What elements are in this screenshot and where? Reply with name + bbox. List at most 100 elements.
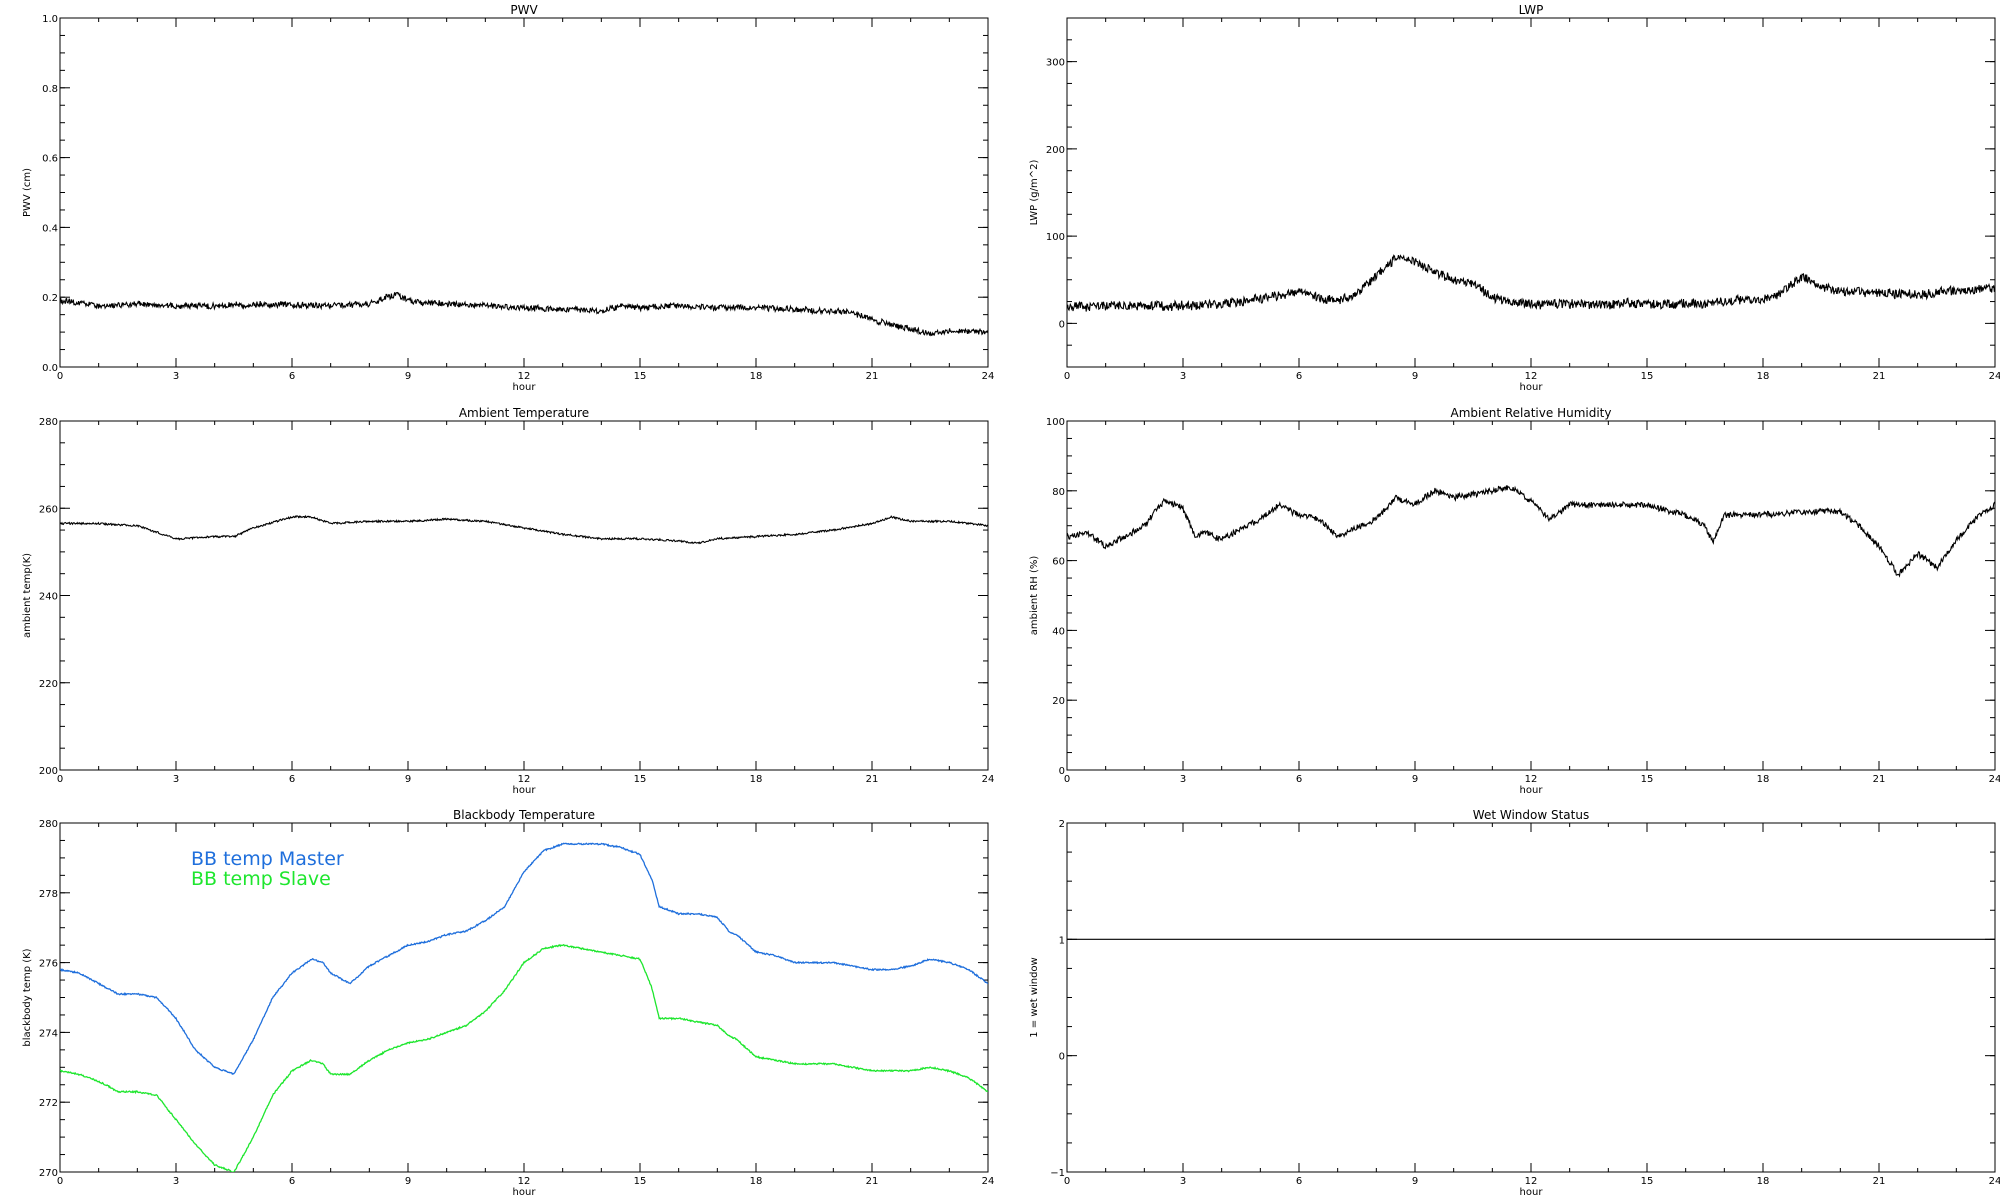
y-tick-label: 100 xyxy=(1046,417,1065,428)
x-tick-label: 15 xyxy=(1641,774,1654,785)
x-axis-label: hour xyxy=(513,1187,537,1198)
y-axis-label: ambient RH (%) xyxy=(1029,556,1040,636)
panel-ambient-relative-humidity: Ambient Relative Humidity 0 3 6 9 12 15 18 21 24 h… xyxy=(1029,406,2000,796)
series-line-0 xyxy=(1067,254,1995,312)
y-tick-label: 80 xyxy=(1052,487,1065,498)
x-axis-label: hour xyxy=(513,382,537,393)
series-line-0 xyxy=(1067,484,1995,578)
x-tick-label: 3 xyxy=(1180,371,1186,382)
x-tick-label: 9 xyxy=(1412,1176,1418,1187)
y-tick-label: 280 xyxy=(39,819,58,830)
x-tick-label: 9 xyxy=(1412,774,1418,785)
x-tick-label: 24 xyxy=(1989,371,2000,382)
x-tick-label: 21 xyxy=(866,371,879,382)
x-tick-label: 24 xyxy=(982,1176,995,1187)
x-tick-label: 21 xyxy=(866,1176,879,1187)
y-tick-label: 220 xyxy=(39,679,58,690)
panel-pwv: PWV 0 3 6 9 12 15 18 21 24 hour 0.0 0.2 0.4 0.6 0.8 1.0 P… xyxy=(22,3,994,393)
x-tick-label: 0 xyxy=(1064,774,1070,785)
y-tick-label: 60 xyxy=(1052,557,1065,568)
x-tick-label: 3 xyxy=(173,774,179,785)
y-tick-label: 100 xyxy=(1046,232,1065,243)
x-tick-label: 15 xyxy=(1641,1176,1654,1187)
x-tick-label: 12 xyxy=(518,1176,531,1187)
y-tick-label: 1.0 xyxy=(42,14,58,25)
plot-frame xyxy=(59,17,989,368)
y-tick-label: 0 xyxy=(1059,319,1065,330)
x-tick-label: 12 xyxy=(518,774,531,785)
x-tick-label: 3 xyxy=(1180,1176,1186,1187)
x-tick-label: 18 xyxy=(1757,1176,1770,1187)
panel-title: Wet Window Status xyxy=(1473,808,1589,822)
y-tick-label: 278 xyxy=(39,889,58,900)
x-tick-label: 18 xyxy=(750,774,763,785)
series-line-0 xyxy=(60,842,988,1076)
x-tick-label: 9 xyxy=(405,371,411,382)
y-tick-label: 0.6 xyxy=(42,154,58,165)
y-tick-label: 274 xyxy=(39,1028,58,1039)
panel-blackbody-temperature: Blackbody Temperature 0 3 6 9 12 15 18 21 24 hour 2… xyxy=(22,808,994,1198)
x-tick-label: 15 xyxy=(634,1176,647,1187)
panel-title: Ambient Relative Humidity xyxy=(1451,406,1612,420)
x-tick-label: 6 xyxy=(289,1176,295,1187)
panel-title: LWP xyxy=(1519,3,1544,17)
y-tick-label: 280 xyxy=(39,417,58,428)
x-tick-label: 12 xyxy=(1525,774,1538,785)
x-tick-label: 0 xyxy=(1064,371,1070,382)
x-tick-label: 21 xyxy=(1873,774,1886,785)
x-tick-label: 18 xyxy=(1757,371,1770,382)
y-tick-label: 0 xyxy=(1059,1052,1065,1063)
x-axis-label: hour xyxy=(513,785,537,796)
y-tick-label: 272 xyxy=(39,1098,58,1109)
y-tick-label: 0.4 xyxy=(42,223,58,234)
panel-title: Blackbody Temperature xyxy=(453,808,595,822)
x-axis-label: hour xyxy=(1520,382,1544,393)
x-tick-label: 0 xyxy=(1064,1176,1070,1187)
series-line-0 xyxy=(60,514,988,545)
x-tick-label: 15 xyxy=(634,774,647,785)
x-tick-label: 24 xyxy=(982,774,995,785)
x-tick-label: 6 xyxy=(289,371,295,382)
x-axis-label: hour xyxy=(1520,785,1544,796)
x-tick-label: 24 xyxy=(1989,1176,2000,1187)
x-tick-label: 0 xyxy=(57,371,63,382)
x-tick-label: 24 xyxy=(1989,774,2000,785)
x-tick-label: 3 xyxy=(1180,774,1186,785)
x-tick-label: 9 xyxy=(405,1176,411,1187)
y-tick-label: 0.8 xyxy=(42,84,58,95)
y-tick-label: 200 xyxy=(39,766,58,777)
x-tick-label: 6 xyxy=(289,774,295,785)
legend-entry: BB temp Slave xyxy=(191,868,331,890)
plot-frame xyxy=(1066,17,1996,368)
x-tick-label: 18 xyxy=(1757,774,1770,785)
x-tick-label: 12 xyxy=(1525,371,1538,382)
y-tick-label: 300 xyxy=(1046,58,1065,69)
y-tick-label: 1 xyxy=(1059,935,1065,946)
panel-title: Ambient Temperature xyxy=(459,406,589,420)
y-tick-label: 2 xyxy=(1059,819,1065,830)
plot-frame xyxy=(1066,420,1996,771)
panel-lwp: LWP 0 3 6 9 12 15 18 21 24 hour 0 100 200 300 LWP (g/m^… xyxy=(1029,3,2000,393)
y-axis-label: LWP (g/m^2) xyxy=(1029,160,1040,226)
x-tick-label: 21 xyxy=(1873,1176,1886,1187)
series-line-1 xyxy=(60,943,988,1172)
y-axis-label: 1 = wet window xyxy=(1029,957,1040,1037)
y-tick-label: 0.0 xyxy=(42,363,58,374)
x-tick-label: 3 xyxy=(173,371,179,382)
x-tick-label: 18 xyxy=(750,371,763,382)
x-tick-label: 15 xyxy=(1641,371,1654,382)
plot-frame xyxy=(1066,822,1996,1173)
plot-frame xyxy=(59,420,989,771)
x-tick-label: 0 xyxy=(57,774,63,785)
x-tick-label: 9 xyxy=(405,774,411,785)
panel-ambient-temperature: Ambient Temperature 0 3 6 9 12 15 18 21 24 hour 200… xyxy=(22,406,994,796)
x-tick-label: 24 xyxy=(982,371,995,382)
x-tick-label: 6 xyxy=(1296,1176,1302,1187)
x-tick-label: 21 xyxy=(1873,371,1886,382)
y-tick-label: 270 xyxy=(39,1168,58,1179)
panel-title: PWV xyxy=(510,3,538,17)
y-tick-label: −1 xyxy=(1050,1168,1065,1179)
x-tick-label: 12 xyxy=(518,371,531,382)
